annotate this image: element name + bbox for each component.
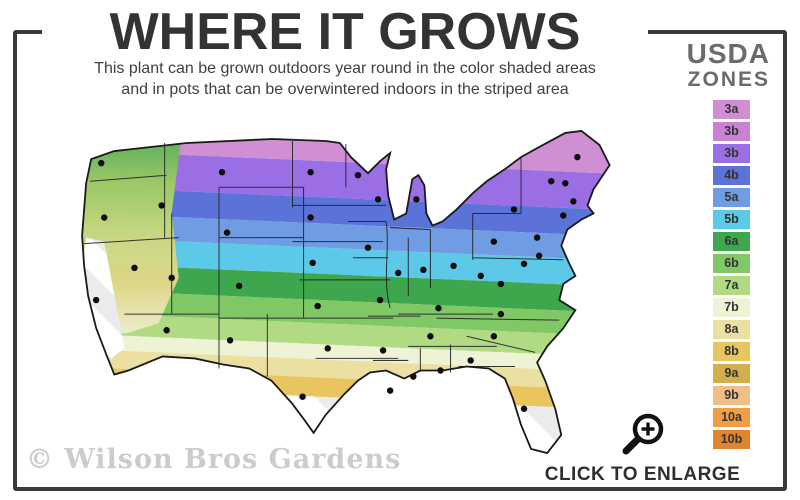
city-dot	[533, 234, 541, 241]
city-dot	[235, 282, 243, 290]
city-dot	[309, 259, 316, 267]
state-borders	[84, 140, 564, 377]
legend-zone-swatch: 4b	[713, 166, 750, 186]
city-dot	[410, 373, 417, 380]
legend-zone-swatch: 3a	[713, 100, 750, 120]
city-dot	[324, 345, 331, 352]
legend-zone-swatch: 9b	[713, 386, 750, 406]
page-title: WHERE IT GROWS	[109, 3, 581, 61]
city-dot	[570, 198, 577, 205]
city-marker-dots	[92, 153, 581, 412]
city-dot	[510, 206, 518, 213]
city-dot	[413, 196, 420, 203]
city-dot	[520, 405, 528, 412]
city-dot	[490, 238, 498, 245]
legend-zone-swatch: 3b	[713, 122, 750, 142]
legend-zone-swatch: 5a	[713, 188, 750, 208]
legend-zone-swatch: 10b	[713, 430, 750, 450]
us-country-outline	[81, 129, 611, 455]
legend-zone-swatch: 6a	[713, 232, 750, 252]
magnifier-plus-icon	[622, 413, 663, 455]
city-dot	[477, 272, 484, 280]
city-dot	[226, 337, 234, 344]
city-dot	[386, 387, 394, 394]
city-dot	[168, 274, 175, 282]
city-dot	[379, 347, 387, 354]
legend-zone-swatch: 5b	[713, 210, 750, 230]
city-dot	[450, 262, 457, 270]
city-dot	[427, 333, 434, 340]
city-dot	[307, 168, 314, 176]
city-dot	[299, 393, 306, 400]
city-dot	[376, 296, 384, 304]
legend-zone-swatch: 10a	[713, 408, 750, 428]
city-dot	[354, 171, 362, 179]
city-dot	[497, 310, 505, 318]
legend-zone-swatch: 8a	[713, 320, 750, 340]
click-to-enlarge-button[interactable]: CLICK TO ENLARGE	[535, 412, 750, 486]
header: WHERE IT GROWS This plant can be grown o…	[42, 0, 648, 105]
city-dot	[374, 196, 382, 203]
legend-zone-swatch: 7b	[713, 298, 750, 318]
city-dot	[535, 252, 543, 259]
legend-title-zones: ZONES	[687, 68, 770, 91]
city-dot	[223, 229, 231, 236]
us-map-image	[81, 129, 611, 455]
city-dot	[562, 180, 569, 187]
subtitle-line-2: and in pots that can be overwintered ind…	[121, 80, 569, 98]
city-dot	[467, 357, 474, 364]
city-dot	[437, 367, 444, 374]
legend-zone-swatch: 6b	[713, 254, 750, 274]
subtitle-line-1: This plant can be grown outdoors year ro…	[94, 60, 596, 78]
city-dot	[394, 269, 402, 277]
usda-zones-legend: USDA ZONES 3a 3b 3b 4b 5a 5b 6a 6b 7a 7b 8a 8b 9a 9b 1…	[658, 40, 778, 452]
city-dot	[497, 280, 505, 288]
legend-title-usda: USDA	[686, 38, 770, 69]
city-dot	[163, 327, 170, 334]
city-dot	[92, 296, 100, 304]
city-dot	[158, 202, 165, 209]
city-dot	[435, 304, 442, 312]
click-to-enlarge-label: CLICK TO ENLARGE	[544, 464, 741, 485]
city-dot	[307, 214, 314, 221]
city-dot	[364, 244, 372, 251]
legend-zone-swatch: 3b	[713, 144, 750, 164]
city-dot	[98, 159, 105, 167]
city-dot	[101, 214, 108, 221]
watermark: © Wilson Bros Gardens	[26, 444, 402, 475]
city-dot	[560, 212, 567, 219]
city-dot	[420, 266, 427, 274]
usda-zone-map[interactable]	[66, 116, 670, 472]
city-dot	[574, 153, 581, 161]
legend-zone-swatch: 7a	[713, 276, 750, 296]
city-dot	[547, 178, 555, 185]
legend-zone-swatch: 8b	[713, 342, 750, 362]
city-dot	[490, 333, 498, 340]
city-dot	[131, 264, 138, 272]
city-dot	[218, 168, 226, 176]
california-coast-striped-area	[82, 237, 125, 363]
city-dot	[520, 260, 528, 268]
city-dot	[314, 302, 321, 310]
legend-zone-swatch: 9a	[713, 364, 750, 384]
zone-swatch-list: 3a 3b 3b 4b 5a 5b 6a 6b 7a 7b 8a 8b 9a 9b 10a 10b	[713, 100, 750, 450]
